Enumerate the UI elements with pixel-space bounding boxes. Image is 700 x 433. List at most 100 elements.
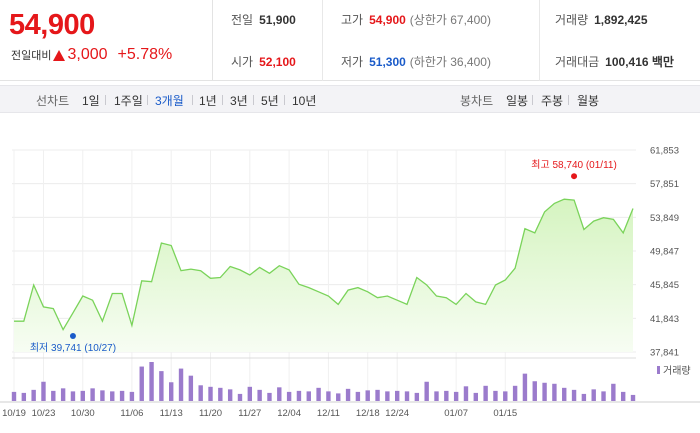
open-value: 52,100 <box>259 55 296 69</box>
divider <box>322 0 323 81</box>
divider <box>532 95 533 105</box>
candle-tab-weekly[interactable]: 주봉 <box>541 94 564 108</box>
low-stat: 저가 51,300 (하한가 36,400) <box>341 53 491 70</box>
volume-bar <box>227 389 233 401</box>
volume-bar <box>326 391 331 401</box>
volume-bar <box>365 390 370 401</box>
period-tab-3y[interactable]: 3년 <box>230 94 248 108</box>
volume-bar <box>601 391 606 401</box>
volume-bar <box>218 387 223 401</box>
volume-bar <box>267 392 272 401</box>
y-tick-label: 53,849 <box>650 213 679 224</box>
candle-tab-monthly[interactable]: 월봉 <box>577 94 600 108</box>
volume-bar <box>424 381 429 401</box>
volume-bar <box>522 373 528 401</box>
x-tick-label: 12/24 <box>385 408 409 419</box>
trade-value-label: 거래대금 <box>555 55 600 69</box>
volume-bar <box>169 382 174 401</box>
volume-bar <box>453 391 459 401</box>
stock-summary-panel: 54,900 전일대비 3,000 +5.78% 전일 51,900 고가 54,9… <box>0 0 700 81</box>
volume-bar <box>296 390 302 401</box>
prev-close-label: 전일 <box>231 13 254 27</box>
up-triangle-icon <box>53 49 66 61</box>
prev-close-value: 51,900 <box>259 13 296 27</box>
volume-bar <box>277 387 282 401</box>
volume-bar <box>473 392 478 401</box>
price-line <box>14 198 634 331</box>
volume-bar <box>188 375 194 401</box>
x-tick-label: 12/04 <box>277 408 301 419</box>
volume-bar <box>178 368 184 401</box>
candle-tab-daily[interactable]: 일봉 <box>506 94 529 108</box>
volume-bar <box>159 371 164 401</box>
x-tick-label: 01/15 <box>493 408 517 419</box>
volume-bar <box>620 391 626 401</box>
period-tab-1d[interactable]: 1일 <box>82 94 100 108</box>
change-row: 전일대비 3,000 +5.78% <box>11 46 172 64</box>
x-tick-label: 11/06 <box>120 408 143 419</box>
period-tab-1y[interactable]: 1년 <box>199 94 217 108</box>
low-value: 51,300 <box>369 55 406 69</box>
volume-bar <box>591 389 596 401</box>
volume-bar <box>385 391 390 401</box>
min-annotation: 최저 39,741 (10/27) <box>30 342 116 354</box>
y-tick-label: 61,853 <box>650 146 679 157</box>
volume-bar <box>630 394 636 401</box>
volume-label: 거래량 <box>555 13 589 27</box>
divider <box>253 95 254 105</box>
volume-bar <box>493 390 498 401</box>
line-chart-label: 선차트 <box>36 94 70 108</box>
volume-bar <box>139 366 144 401</box>
change-percent: +5.78% <box>117 46 173 63</box>
volume-bar <box>257 389 262 401</box>
x-tick-label: 10/30 <box>71 408 95 419</box>
x-tick-label: 12/18 <box>356 408 380 419</box>
volume-bar <box>562 387 567 401</box>
volume-bar <box>119 390 125 401</box>
volume-bar <box>542 382 547 401</box>
volume-legend-swatch <box>657 366 660 374</box>
change-amount: 3,000 <box>67 46 108 63</box>
open-label: 시가 <box>231 55 254 69</box>
lower-limit: (하한가 36,400) <box>409 55 491 69</box>
divider <box>539 0 540 81</box>
x-tick-label: 12/11 <box>317 408 340 419</box>
volume-bar <box>316 387 321 401</box>
period-tab-1w[interactable]: 1주일 <box>114 94 143 108</box>
volume-bar <box>11 391 17 401</box>
change-label: 전일대비 <box>11 50 52 62</box>
volume-bar <box>394 390 400 401</box>
current-price: 54,900 <box>9 9 95 41</box>
volume-bar <box>571 389 577 401</box>
chart-period-bar: 선차트 1일 1주일 3개월 1년 3년 5년 10년 봉차트 일봉 주봉 월봉 <box>0 85 700 113</box>
volume-bar <box>581 393 587 401</box>
volume-bar <box>90 388 95 401</box>
x-tick-label: 11/27 <box>238 408 261 419</box>
divider <box>147 95 148 105</box>
current-price-box: 54,900 전일대비 3,000 +5.78% <box>0 0 213 81</box>
volume-bar <box>51 390 56 401</box>
volume-bar <box>80 390 85 401</box>
max-marker <box>571 173 578 180</box>
trade-value-stat: 거래대금 100,416 백만 <box>555 53 674 70</box>
volume-bar <box>345 388 351 401</box>
min-marker <box>69 333 76 340</box>
x-tick-label: 01/07 <box>444 408 468 419</box>
volume-bar <box>404 391 410 401</box>
period-tab-10y[interactable]: 10년 <box>292 94 317 108</box>
open-stat: 시가 52,100 <box>231 53 296 70</box>
price-area-fill <box>14 199 633 352</box>
period-tab-3m[interactable]: 3개월 <box>155 94 184 108</box>
x-tick-label: 10/23 <box>32 408 56 419</box>
volume-bar <box>532 381 537 401</box>
volume-bar <box>60 388 66 401</box>
max-annotation: 최고 58,740 (01/11) <box>531 159 617 171</box>
candle-chart-label: 봉차트 <box>460 94 494 108</box>
volume-bar <box>100 390 105 401</box>
high-stat: 고가 54,900 (상한가 67,400) <box>341 11 491 28</box>
volume-bar <box>463 386 469 401</box>
period-tab-5y[interactable]: 5년 <box>261 94 279 108</box>
volume-bar <box>503 391 508 401</box>
divider <box>222 95 223 105</box>
volume-bar <box>434 391 439 401</box>
